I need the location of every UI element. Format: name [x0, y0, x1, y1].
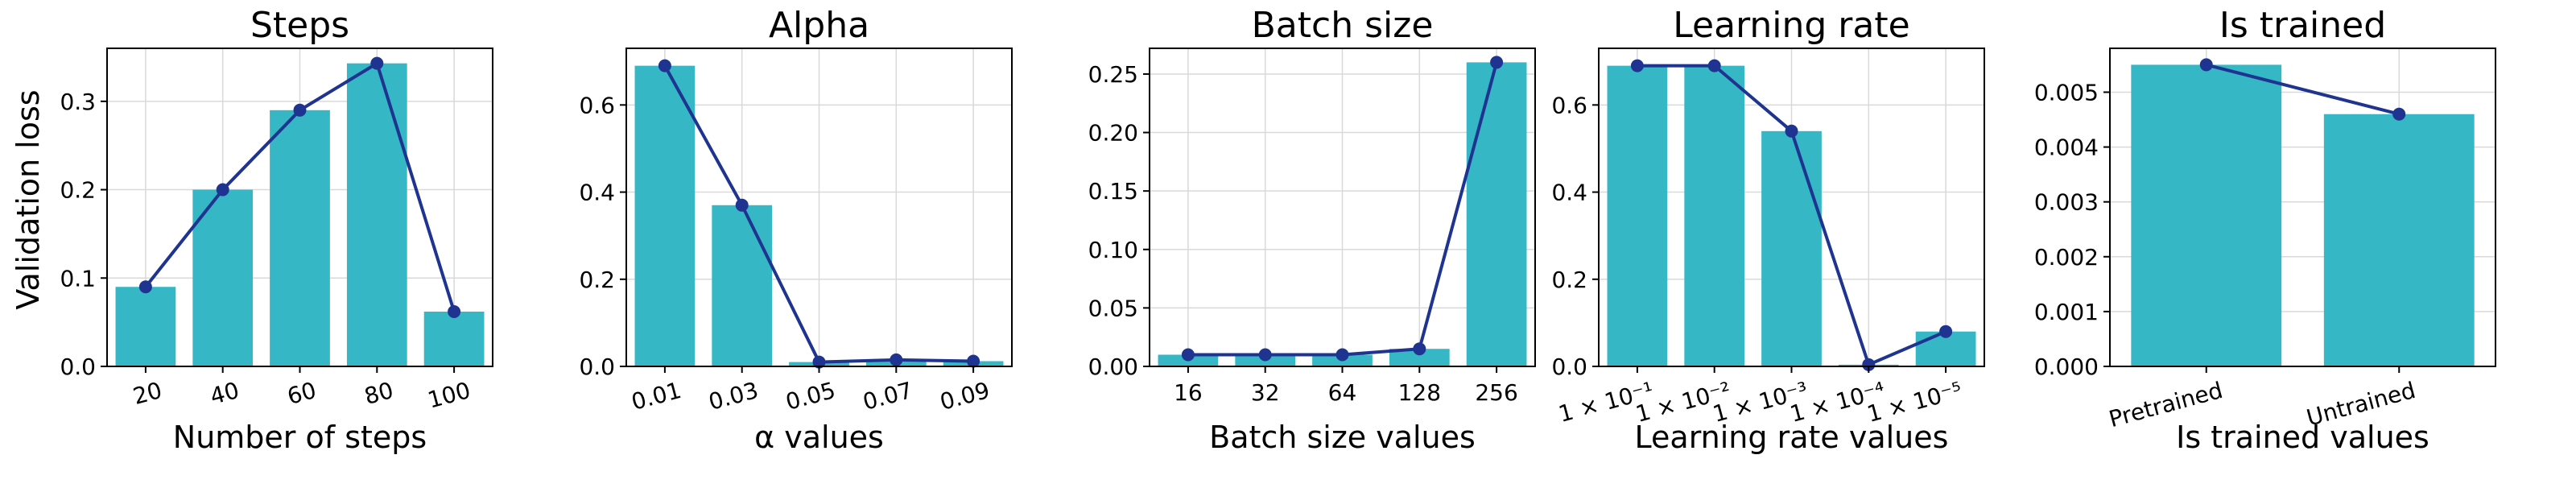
data-point — [1862, 358, 1876, 371]
data-point — [2392, 107, 2406, 121]
panel-title: Is trained — [2219, 5, 2386, 46]
y-tick-label: 0.6 — [579, 92, 615, 118]
y-tick-label: 0.0 — [1551, 354, 1587, 380]
x-tick-label: 256 — [1475, 379, 1517, 406]
x-tick-label: 0.05 — [783, 377, 839, 416]
y-tick-label: 0.15 — [1088, 178, 1138, 205]
data-point — [1939, 325, 1953, 338]
bar — [192, 189, 254, 366]
y-tick-label: 0.6 — [1551, 92, 1587, 118]
bar — [423, 311, 485, 366]
y-tick-label: 0.25 — [1088, 61, 1138, 88]
y-tick-label: 0.00 — [1088, 354, 1138, 380]
y-tick-label: 0.0 — [579, 354, 615, 380]
x-tick-label: 0.09 — [937, 377, 993, 416]
data-point — [890, 353, 903, 366]
y-tick-label: 0.20 — [1088, 120, 1138, 147]
data-point — [293, 103, 307, 117]
x-tick-label: 100 — [425, 377, 473, 414]
x-axis-label: Batch size values — [1209, 420, 1476, 455]
data-point — [1785, 124, 1798, 138]
y-tick-label: 0.1 — [60, 265, 96, 292]
y-tick-label: 0.2 — [1551, 267, 1587, 293]
panel-title: Learning rate — [1673, 5, 1909, 46]
data-point — [1707, 59, 1721, 72]
x-tick-label: 64 — [1328, 379, 1357, 406]
data-point — [1490, 56, 1504, 69]
x-tick-label: 32 — [1251, 379, 1280, 406]
data-point — [1335, 348, 1349, 362]
panel-title: Steps — [250, 5, 349, 46]
plot-frame — [2109, 48, 2496, 367]
y-tick-label: 0.4 — [1551, 180, 1587, 206]
data-point — [216, 183, 229, 196]
y-tick-label: 0.2 — [60, 177, 96, 204]
x-tick-label: 20 — [130, 377, 165, 410]
y-tick-label: 0.3 — [60, 89, 96, 115]
x-axis-label: Learning rate values — [1635, 420, 1949, 455]
bar — [1684, 65, 1745, 367]
data-point — [735, 198, 749, 212]
bar — [1607, 65, 1668, 367]
y-tick-label: 0.000 — [2034, 354, 2099, 380]
data-point — [1413, 342, 1426, 356]
bar — [712, 205, 773, 366]
x-tick-label: 0.03 — [706, 377, 762, 416]
bar — [1466, 62, 1527, 367]
y-tick-label: 0.05 — [1088, 295, 1138, 321]
data-point — [658, 59, 671, 72]
y-tick-label: 0.001 — [2034, 299, 2099, 325]
data-point — [1181, 348, 1195, 362]
x-tick-label: 0.01 — [629, 377, 684, 416]
data-point — [967, 354, 980, 368]
y-axis-label: Validation loss — [10, 89, 46, 309]
bar — [1761, 130, 1822, 366]
x-tick-label: 128 — [1398, 379, 1441, 406]
x-axis-label: Is trained values — [2176, 420, 2429, 455]
y-tick-label: 0.10 — [1088, 237, 1138, 263]
bar — [2131, 64, 2282, 367]
panel-title: Batch size — [1252, 5, 1434, 46]
y-tick-label: 0.4 — [579, 180, 615, 206]
y-tick-label: 0.2 — [579, 267, 615, 293]
bar — [634, 65, 696, 367]
bar — [1389, 349, 1450, 366]
bar — [115, 287, 176, 366]
x-axis-label: α values — [754, 420, 884, 455]
y-tick-label: 0.003 — [2034, 189, 2099, 216]
data-point — [2199, 58, 2213, 72]
y-tick-label: 0.002 — [2034, 244, 2099, 271]
data-point — [812, 355, 826, 369]
x-tick-label: 0.07 — [860, 377, 915, 416]
y-tick-label: 0.005 — [2034, 79, 2099, 105]
y-tick-label: 0.0 — [60, 354, 96, 380]
x-tick-label: 60 — [284, 377, 319, 410]
y-tick-label: 0.004 — [2034, 134, 2099, 161]
x-axis-label: Number of steps — [173, 420, 427, 455]
data-point — [138, 280, 152, 294]
x-tick-label: 40 — [208, 377, 242, 410]
bar — [346, 63, 407, 367]
x-tick-label: 16 — [1174, 379, 1203, 406]
bar — [2323, 114, 2475, 367]
series-line — [2206, 63, 2400, 116]
data-point — [448, 304, 461, 318]
data-point — [1258, 348, 1272, 362]
data-point — [370, 56, 384, 70]
bar — [270, 110, 330, 367]
x-tick-label: 80 — [361, 377, 396, 410]
data-point — [1630, 59, 1644, 72]
panel-title: Alpha — [769, 5, 869, 46]
